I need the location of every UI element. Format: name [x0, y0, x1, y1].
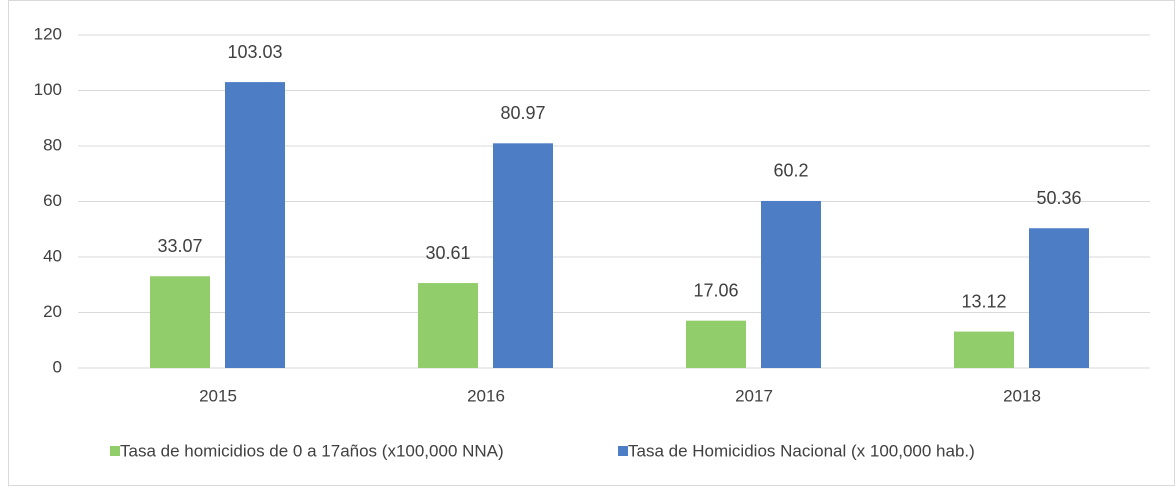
data-label: 50.36 — [1036, 188, 1081, 208]
bar — [761, 200, 821, 368]
bar — [686, 320, 746, 368]
y-tick-label: 100 — [34, 80, 62, 99]
bar — [150, 276, 210, 368]
legend-swatch — [110, 446, 120, 456]
bar — [1029, 228, 1089, 368]
data-label: 33.07 — [157, 236, 202, 256]
y-tick-label: 80 — [43, 135, 62, 154]
x-tick-label: 2015 — [199, 386, 237, 405]
x-tick-label: 2016 — [467, 386, 505, 405]
chart-border — [8, 0, 1175, 486]
legend-label: Tasa de Homicidios Nacional (x 100,000 h… — [628, 441, 975, 460]
y-tick-label: 20 — [43, 302, 62, 321]
legend-label: Tasa de homicidios de 0 a 17años (x100,0… — [120, 441, 504, 460]
data-label: 30.61 — [425, 243, 470, 263]
y-tick-label: 60 — [43, 191, 62, 210]
data-label: 13.12 — [961, 291, 1006, 311]
x-tick-label: 2017 — [735, 386, 773, 405]
x-tick-label: 2018 — [1003, 386, 1041, 405]
bar — [418, 283, 478, 368]
y-tick-label: 120 — [34, 24, 62, 43]
data-label: 80.97 — [500, 103, 545, 123]
y-tick-label: 0 — [53, 357, 62, 376]
data-label: 17.06 — [693, 280, 738, 300]
bar — [225, 82, 285, 369]
y-tick-label: 40 — [43, 246, 62, 265]
legend-swatch — [618, 446, 628, 456]
bar — [954, 331, 1014, 368]
data-label: 103.03 — [227, 42, 282, 62]
data-label: 60.2 — [773, 161, 808, 181]
bar — [493, 143, 553, 368]
